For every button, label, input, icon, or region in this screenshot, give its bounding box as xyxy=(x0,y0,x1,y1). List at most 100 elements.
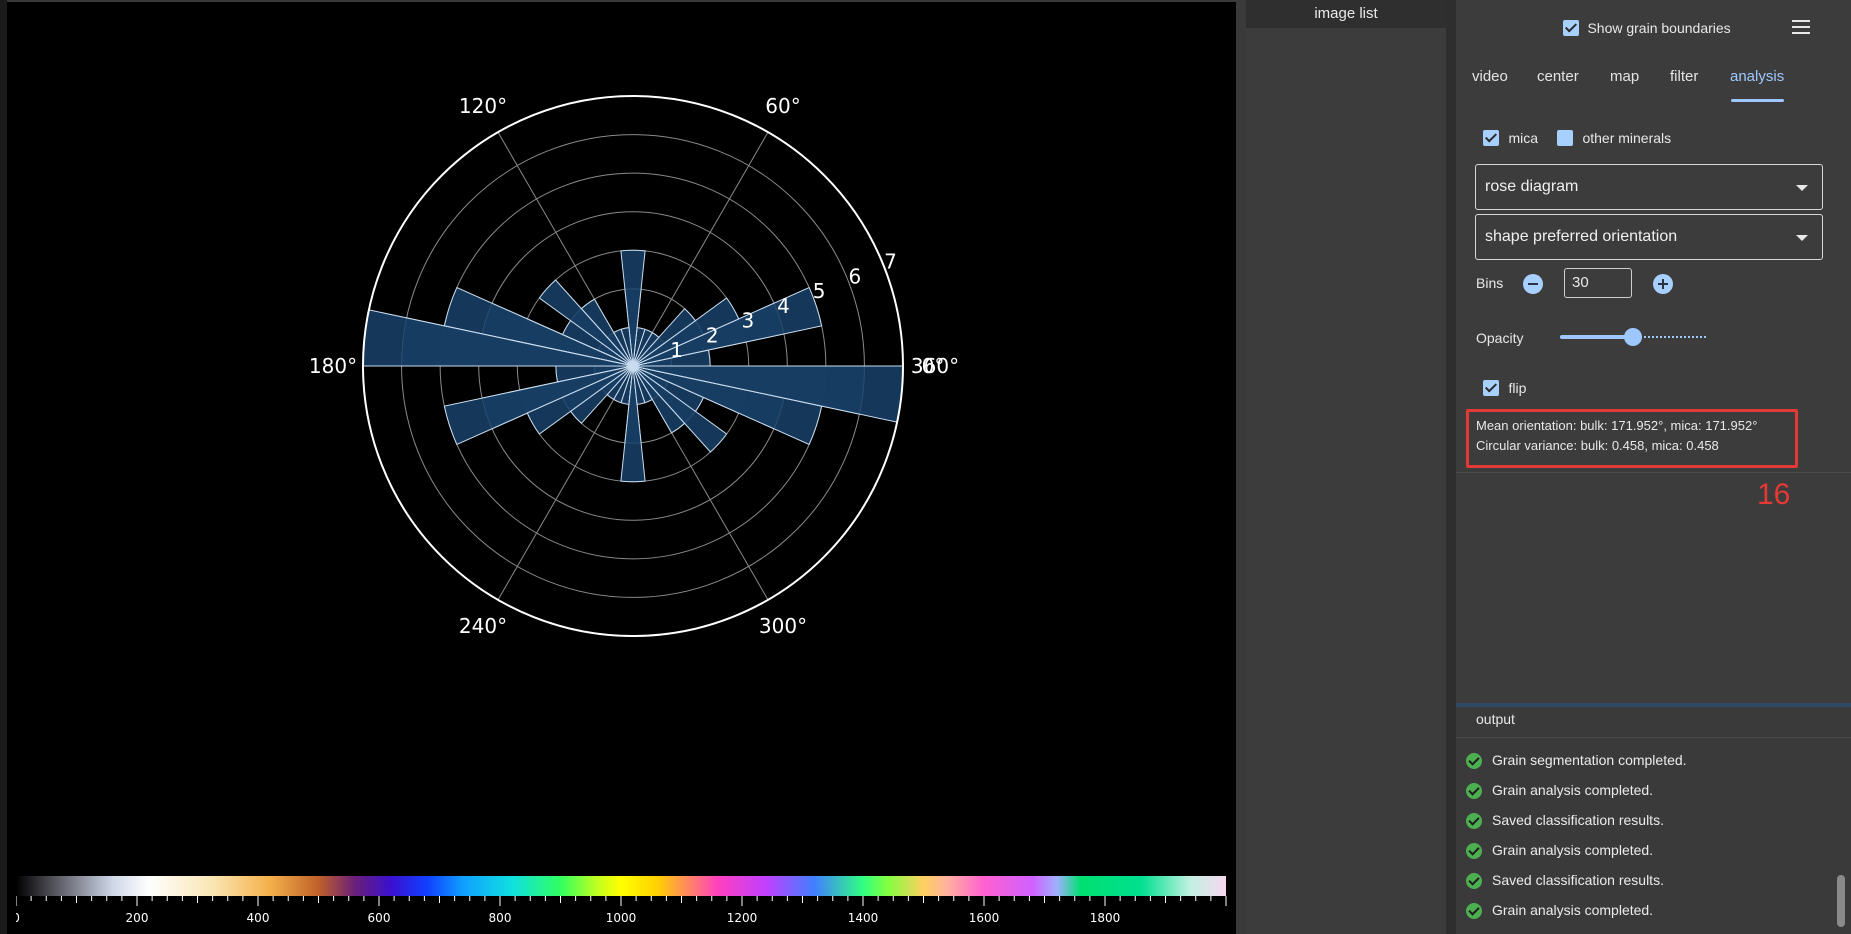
colorbar-tick-label: 1400 xyxy=(848,911,879,925)
stats-highlight-box: Mean orientation: bulk: 171.952°, mica: … xyxy=(1466,409,1798,468)
chevron-down-icon xyxy=(1796,235,1808,241)
output-title: output xyxy=(1476,711,1515,727)
colorbar-tick-label: 800 xyxy=(489,911,512,925)
colorbar-tick-label: 600 xyxy=(368,911,391,925)
output-message: Grain analysis completed. xyxy=(1466,902,1653,920)
panel-splitter-2[interactable] xyxy=(1446,0,1456,934)
radial-tick-label: 5 xyxy=(813,279,826,303)
slider-fill xyxy=(1560,335,1633,339)
other-minerals-toggle[interactable]: other minerals xyxy=(1557,129,1671,147)
image-list-title: image list xyxy=(1246,0,1446,28)
mean-orientation-text: Mean orientation: bulk: 171.952°, mica: … xyxy=(1476,418,1758,433)
metric-select[interactable]: shape preferred orientation xyxy=(1475,214,1823,260)
output-splitter[interactable] xyxy=(1456,703,1851,707)
annotation-number: 16 xyxy=(1757,478,1791,511)
plus-icon-v xyxy=(1662,279,1664,289)
rose-bar xyxy=(632,365,728,453)
outer-circle xyxy=(362,95,904,637)
chevron-down-icon xyxy=(1796,185,1808,191)
angle-tick-label: 120° xyxy=(459,94,507,118)
angle-tick-label: 60° xyxy=(765,94,800,118)
rose-bar xyxy=(526,365,634,435)
angle-tick-label: 240° xyxy=(459,614,507,638)
bins-input[interactable]: 30 xyxy=(1564,268,1632,298)
check-circle-icon xyxy=(1466,783,1482,800)
colorbar: 0 200 400 600 800 1000 1200 1400 1600 1800 xyxy=(16,874,1228,934)
radial-tick-label: 2 xyxy=(706,323,719,347)
output-message: Grain segmentation completed. xyxy=(1466,752,1687,770)
output-message: Saved classification results. xyxy=(1466,872,1664,890)
output-message: Saved classification results. xyxy=(1466,812,1664,830)
output-message: Grain analysis completed. xyxy=(1466,782,1653,800)
radial-tick-label: 7 xyxy=(884,250,897,274)
rose-bar xyxy=(632,286,823,367)
output-scrollbar[interactable] xyxy=(1837,875,1845,927)
colorbar-tick-label: 1200 xyxy=(727,911,758,925)
tab-analysis[interactable]: analysis xyxy=(1730,68,1785,85)
bins-label: Bins xyxy=(1476,275,1504,291)
radial-tick-label: 4 xyxy=(777,294,790,318)
rose-bar xyxy=(620,365,646,483)
opacity-label: Opacity xyxy=(1476,330,1524,346)
control-panel: Show grain boundaries video center map f… xyxy=(1456,0,1851,934)
radial-tick-label: 6 xyxy=(848,264,861,288)
panel-splitter[interactable] xyxy=(1236,0,1246,934)
show-grain-boundaries-label: Show grain boundaries xyxy=(1587,19,1731,36)
colorbar-tick-label: 200 xyxy=(126,911,149,925)
plot-type-select[interactable]: rose diagram xyxy=(1475,164,1823,210)
viewer-left-border xyxy=(0,0,7,934)
metric-value: shape preferred orientation xyxy=(1485,228,1678,245)
angle-tick-label: 360° xyxy=(911,354,959,378)
menu-icon[interactable] xyxy=(1792,20,1810,34)
colorbar-tick-label: 1600 xyxy=(969,911,1000,925)
flip-checkbox[interactable] xyxy=(1483,379,1499,396)
rose-bar xyxy=(443,365,634,446)
divider xyxy=(1456,472,1851,473)
angle-tick-label: 180° xyxy=(309,354,357,378)
colorbar-tick-label: 1000 xyxy=(606,911,637,925)
output-message: Grain analysis completed. xyxy=(1466,842,1653,860)
mica-toggle[interactable]: mica xyxy=(1483,129,1538,147)
check-circle-icon xyxy=(1466,813,1482,830)
angle-tick-label: 0° xyxy=(922,354,945,378)
slider-thumb[interactable] xyxy=(1624,328,1642,346)
other-minerals-checkbox[interactable] xyxy=(1557,129,1573,146)
bins-decrement-button[interactable] xyxy=(1523,274,1543,294)
viewer-top-border xyxy=(0,0,1236,2)
circular-variance-text: Circular variance: bulk: 0.458, mica: 0.… xyxy=(1476,438,1719,453)
mica-checkbox[interactable] xyxy=(1483,129,1499,146)
check-circle-icon xyxy=(1466,903,1482,920)
check-circle-icon xyxy=(1466,873,1482,890)
tab-filter[interactable]: filter xyxy=(1670,68,1699,85)
plot-type-value: rose diagram xyxy=(1485,178,1579,195)
rose-bar xyxy=(569,365,634,425)
rose-bar xyxy=(620,249,646,367)
tab-video[interactable]: video xyxy=(1472,68,1508,85)
bins-increment-button[interactable] xyxy=(1653,274,1673,294)
tab-bar: video center map filter analysis xyxy=(1456,62,1851,104)
show-grain-boundaries-checkbox[interactable] xyxy=(1563,19,1579,36)
output-panel: output Grain segmentation completed. Gra… xyxy=(1456,707,1851,934)
show-grain-boundaries-toggle[interactable]: Show grain boundaries xyxy=(1563,19,1731,37)
radial-tick-label: 1 xyxy=(670,338,683,362)
toolbar: Show grain boundaries xyxy=(1456,0,1851,52)
colorbar-tick-label: 400 xyxy=(247,911,270,925)
check-circle-icon xyxy=(1466,843,1482,860)
active-tab-indicator xyxy=(1731,99,1784,102)
image-list-panel: image list xyxy=(1246,0,1446,934)
output-divider xyxy=(1456,737,1851,738)
opacity-slider[interactable] xyxy=(1560,328,1706,346)
tab-map[interactable]: map xyxy=(1610,68,1640,85)
other-minerals-label: other minerals xyxy=(1582,129,1672,146)
tab-center[interactable]: center xyxy=(1537,68,1579,85)
colorbar-axis: 0 200 400 600 800 1000 1200 1400 1600 1800 xyxy=(16,896,1227,925)
check-circle-icon xyxy=(1466,753,1482,770)
rose-bar xyxy=(632,307,697,367)
rose-bar xyxy=(632,297,740,367)
colorbar-tick-label: 0 xyxy=(16,911,20,925)
radial-tick-label: 3 xyxy=(742,309,755,333)
flip-toggle[interactable]: flip xyxy=(1483,379,1526,397)
rose-bar xyxy=(538,279,634,367)
